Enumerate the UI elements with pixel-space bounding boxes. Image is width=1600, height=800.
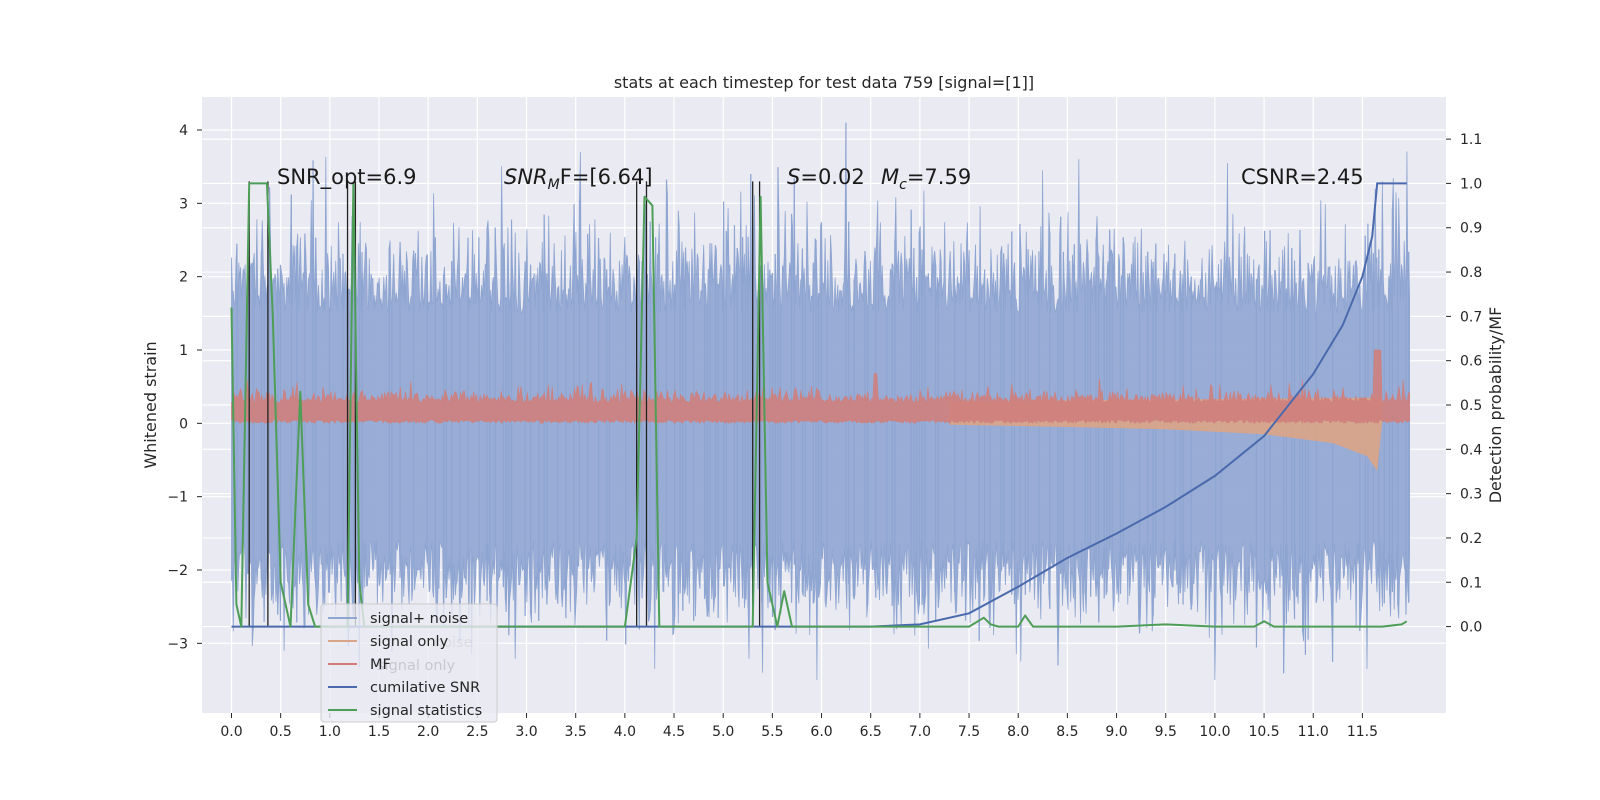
x-tick-label: 8.5 xyxy=(1056,724,1078,740)
x-tick-label: 6.0 xyxy=(810,724,832,740)
y-tick-label: 3 xyxy=(179,196,188,212)
x-tick-label: 0.5 xyxy=(270,724,292,740)
s-symbol: S xyxy=(787,165,800,189)
mc-annotation: Mc=7.59 xyxy=(881,165,971,193)
x-tick-label: 7.0 xyxy=(909,724,931,740)
csnr-annotation: CSNR=2.45 xyxy=(1241,165,1364,189)
x-tick-label: 5.5 xyxy=(761,724,783,740)
x-tick-label: 11.5 xyxy=(1347,724,1378,740)
chart-title: stats at each timestep for test data 759… xyxy=(614,73,1034,92)
legend-box xyxy=(320,603,498,723)
signal-statistics-series xyxy=(230,182,1408,628)
s-value: =0.02 xyxy=(800,165,864,189)
x-tick-label: 3.0 xyxy=(515,724,537,740)
y2-tick-label: 0.2 xyxy=(1460,531,1482,547)
y2-tick-label: 0.9 xyxy=(1460,221,1482,237)
y2-tick-label: 0.8 xyxy=(1460,265,1482,281)
y2-tick-label: 0.5 xyxy=(1460,398,1482,414)
x-tick-label: 4.0 xyxy=(614,724,636,740)
y2-axis-title: Detection probability/MF xyxy=(1486,307,1505,504)
y-tick-label: 4 xyxy=(179,123,188,139)
y2-tick-label: 0.7 xyxy=(1460,309,1482,325)
x-tick-label: 8.0 xyxy=(1007,724,1029,740)
y2-tick-label: 0.4 xyxy=(1460,442,1482,458)
y-axis-title: Whitened strain xyxy=(141,341,160,468)
x-tick-label: 10.5 xyxy=(1248,724,1279,740)
snr-mf-value: F=[6.64] xyxy=(560,165,653,189)
legend-label: MF xyxy=(370,657,391,673)
mc-symbol: M xyxy=(881,165,899,189)
cumulative-snr-series xyxy=(231,182,1407,628)
s-annotation: S=0.02 xyxy=(787,165,865,189)
y-tick-label: 2 xyxy=(179,270,188,286)
legend-ghost-signal: signal only xyxy=(377,658,456,674)
y2-tick-label: 0.1 xyxy=(1460,575,1482,591)
x-tick-label: 4.5 xyxy=(663,724,685,740)
legend-ghost-noise: noise xyxy=(434,635,473,651)
y-axis-right: 1.1 1.0 0.9 0.8 0.7 0.6 0.5 0.4 0.3 0.2 0.1 0.0 xyxy=(1446,132,1482,636)
y2-tick-label: 0.3 xyxy=(1460,487,1482,503)
legend-label: cumilative SNR xyxy=(370,680,480,696)
y2-tick-label: 0.0 xyxy=(1460,620,1482,636)
y-axis-left: 4 3 2 1 0 −1 −2 −3 xyxy=(167,123,202,652)
x-tick-label: 1.0 xyxy=(319,724,341,740)
legend-label: signal only xyxy=(370,634,449,650)
signal-statistics-line xyxy=(230,182,1408,628)
x-tick-label: 2.5 xyxy=(466,724,488,740)
x-tick-label: 6.5 xyxy=(860,724,882,740)
snr-mf-symbol: SNR xyxy=(504,165,548,189)
legend: noise signal only signal+ noise signal on… xyxy=(320,603,498,723)
x-tick-label: 11.0 xyxy=(1298,724,1329,740)
x-tick-label: 3.5 xyxy=(565,724,587,740)
x-tick-label: 9.5 xyxy=(1155,724,1177,740)
mf-band xyxy=(231,349,1410,424)
y2-tick-label: 1.1 xyxy=(1460,132,1482,148)
x-tick-label: 1.5 xyxy=(368,724,390,740)
cumulative-snr-line xyxy=(231,182,1407,628)
x-axis: 0.0 0.5 1.0 1.5 2.0 2.5 3.0 3.5 4.0 4.5 5.0 5.5 6.0 6… xyxy=(220,713,1378,740)
mc-value: =7.59 xyxy=(907,165,971,189)
snr-opt-annotation: SNR_opt=6.9 xyxy=(277,165,417,190)
annotations: SNR_opt=6.9 SNRMF=[6.64] S=0.02 Mc=7.59 … xyxy=(277,165,1364,193)
legend-label: signal statistics xyxy=(370,703,482,719)
x-tick-label: 5.0 xyxy=(712,724,734,740)
mc-subscript: c xyxy=(899,177,907,193)
legend-label: signal+ noise xyxy=(370,611,468,627)
y-tick-label: −3 xyxy=(167,636,188,652)
x-tick-label: 9.0 xyxy=(1105,724,1127,740)
mf-series xyxy=(231,349,1410,424)
x-tick-label: 10.0 xyxy=(1199,724,1230,740)
y2-tick-label: 1.0 xyxy=(1460,176,1482,192)
x-tick-label: 7.5 xyxy=(958,724,980,740)
snr-mf-annotation: SNRMF=[6.64] xyxy=(504,165,653,193)
y-tick-label: 1 xyxy=(179,343,188,359)
y2-tick-label: 0.6 xyxy=(1460,354,1482,370)
y-tick-label: −1 xyxy=(167,490,188,506)
y-tick-label: 0 xyxy=(179,416,188,432)
snr-mf-subscript: M xyxy=(548,177,560,193)
x-tick-label: 2.0 xyxy=(417,724,439,740)
y-tick-label: −2 xyxy=(167,563,188,579)
x-tick-label: 0.0 xyxy=(220,724,242,740)
